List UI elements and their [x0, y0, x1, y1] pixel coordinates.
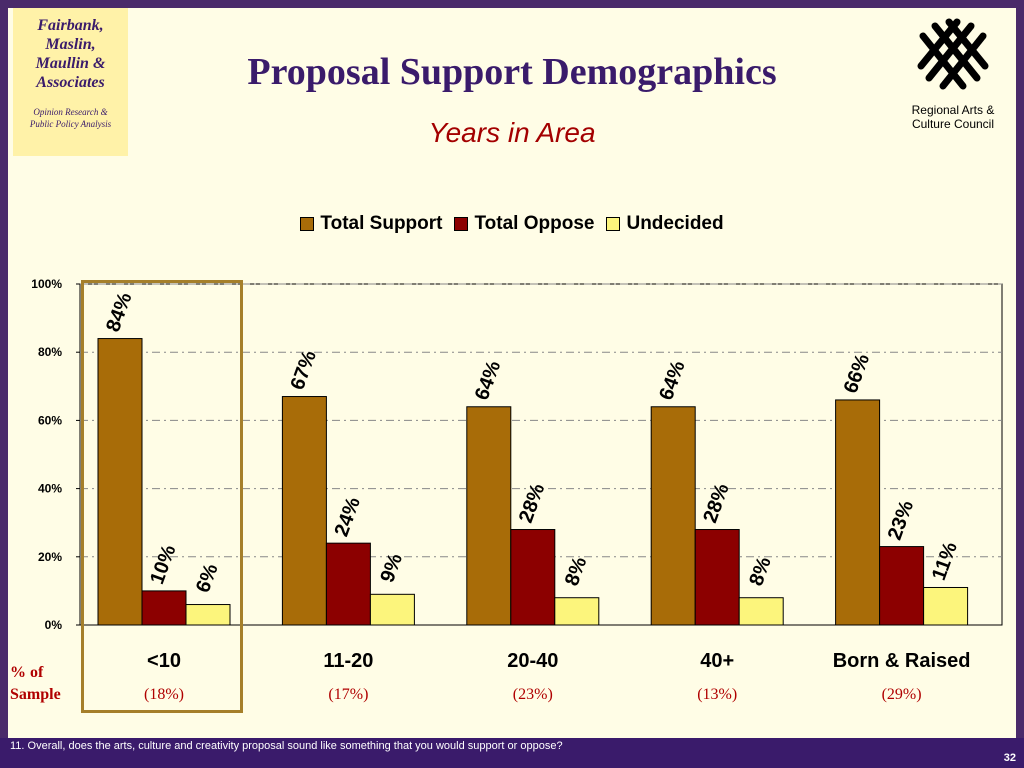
bar-chart: 0%20%40%60%80%100%84%10% 6%<10(18%)67%24%… — [31, 277, 1003, 703]
data-label: 64% — [655, 358, 689, 403]
sample-share-label: (23%) — [513, 686, 553, 703]
sample-share-label: (13%) — [697, 686, 737, 703]
woven-grid-logo-icon — [917, 18, 989, 90]
legend-label: Undecided — [626, 213, 724, 234]
sample-label-line2: Sample — [10, 686, 61, 703]
y-tick-label: 0% — [45, 618, 63, 632]
legend-label: Total Support — [320, 213, 443, 234]
legend-label: Total Oppose — [474, 213, 595, 234]
bar — [879, 546, 925, 626]
logo-name-line: Maslin, — [45, 36, 96, 53]
fmma-logo-name: Fairbank, Maslin, Maullin & Associates — [13, 16, 128, 92]
page-number: 32 — [1003, 752, 1016, 764]
bar — [835, 399, 881, 626]
y-tick-label: 40% — [38, 482, 62, 496]
bar — [185, 604, 231, 626]
data-label: 11% — [928, 539, 962, 583]
sample-label: % of Sample — [10, 662, 61, 706]
legend-item-oppose: Total Oppose — [454, 213, 594, 235]
data-label: 67% — [287, 348, 321, 393]
data-label: 28% — [515, 481, 549, 526]
bar — [97, 338, 143, 626]
bar — [554, 597, 600, 626]
y-tick-label: 60% — [38, 413, 62, 427]
data-label: 8% — [561, 554, 592, 589]
data-label: 8% — [745, 554, 776, 589]
bar — [281, 396, 327, 626]
legend-item-undecided: Undecided — [606, 213, 724, 235]
y-tick-label: 20% — [38, 550, 62, 564]
legend-swatch — [606, 217, 621, 231]
logo-tagline-line: Public Policy Analysis — [29, 119, 112, 129]
sample-label-line1: % of — [10, 664, 44, 681]
x-category-label: <10 — [147, 650, 181, 672]
data-label: 66% — [840, 351, 874, 396]
bar — [694, 529, 740, 626]
data-label: 24% — [331, 494, 365, 539]
y-tick-label: 80% — [38, 345, 62, 359]
highlight-box — [81, 280, 243, 713]
logo-name-line: Associates — [36, 74, 105, 91]
y-tick-label: 100% — [31, 277, 62, 291]
fmma-logo-tagline: Opinion Research & Public Policy Analysi… — [13, 106, 128, 130]
chart-legend: Total Support Total Oppose Undecided — [0, 213, 1024, 235]
bar — [738, 597, 784, 626]
bar — [466, 406, 512, 626]
question-text: 11. Overall, does the arts, culture and … — [10, 740, 563, 752]
x-category-label: 20-40 — [507, 650, 558, 672]
logo-name-line: Fairbank, — [37, 17, 104, 34]
data-label: 64% — [471, 358, 505, 403]
chart-subtitle: Years in Area — [428, 117, 596, 148]
logo-tagline-line: Opinion Research & — [33, 107, 108, 117]
page-title: Proposal Support Demographics — [247, 51, 777, 93]
legend-item-support: Total Support — [300, 213, 442, 235]
sample-share-label: (17%) — [328, 686, 368, 703]
data-label: 9% — [376, 551, 407, 586]
x-category-label: 40+ — [700, 650, 734, 672]
council-name-line: Regional Arts & — [911, 103, 995, 117]
bar — [369, 593, 415, 626]
council-name: Regional Arts & Culture Council — [898, 103, 1008, 131]
fmma-logo: Fairbank, Maslin, Maullin & Associates O… — [13, 8, 128, 156]
bar — [650, 406, 696, 626]
footer-bar — [0, 738, 1024, 768]
council-logo: Regional Arts & Culture Council — [898, 16, 1008, 131]
sample-share-label: (18%) — [144, 686, 184, 703]
x-category-label: Born & Raised — [833, 650, 971, 672]
legend-swatch — [300, 217, 315, 231]
data-label: 23% — [884, 498, 918, 543]
data-label: 28% — [699, 481, 733, 526]
bar — [923, 586, 969, 626]
bar — [325, 542, 371, 626]
council-name-line: Culture Council — [911, 117, 995, 131]
sample-share-label: (29%) — [882, 686, 922, 703]
bar — [510, 529, 556, 626]
logo-name-line: Maullin & — [35, 55, 106, 72]
legend-swatch — [454, 217, 469, 231]
x-category-label: 11-20 — [323, 650, 373, 672]
